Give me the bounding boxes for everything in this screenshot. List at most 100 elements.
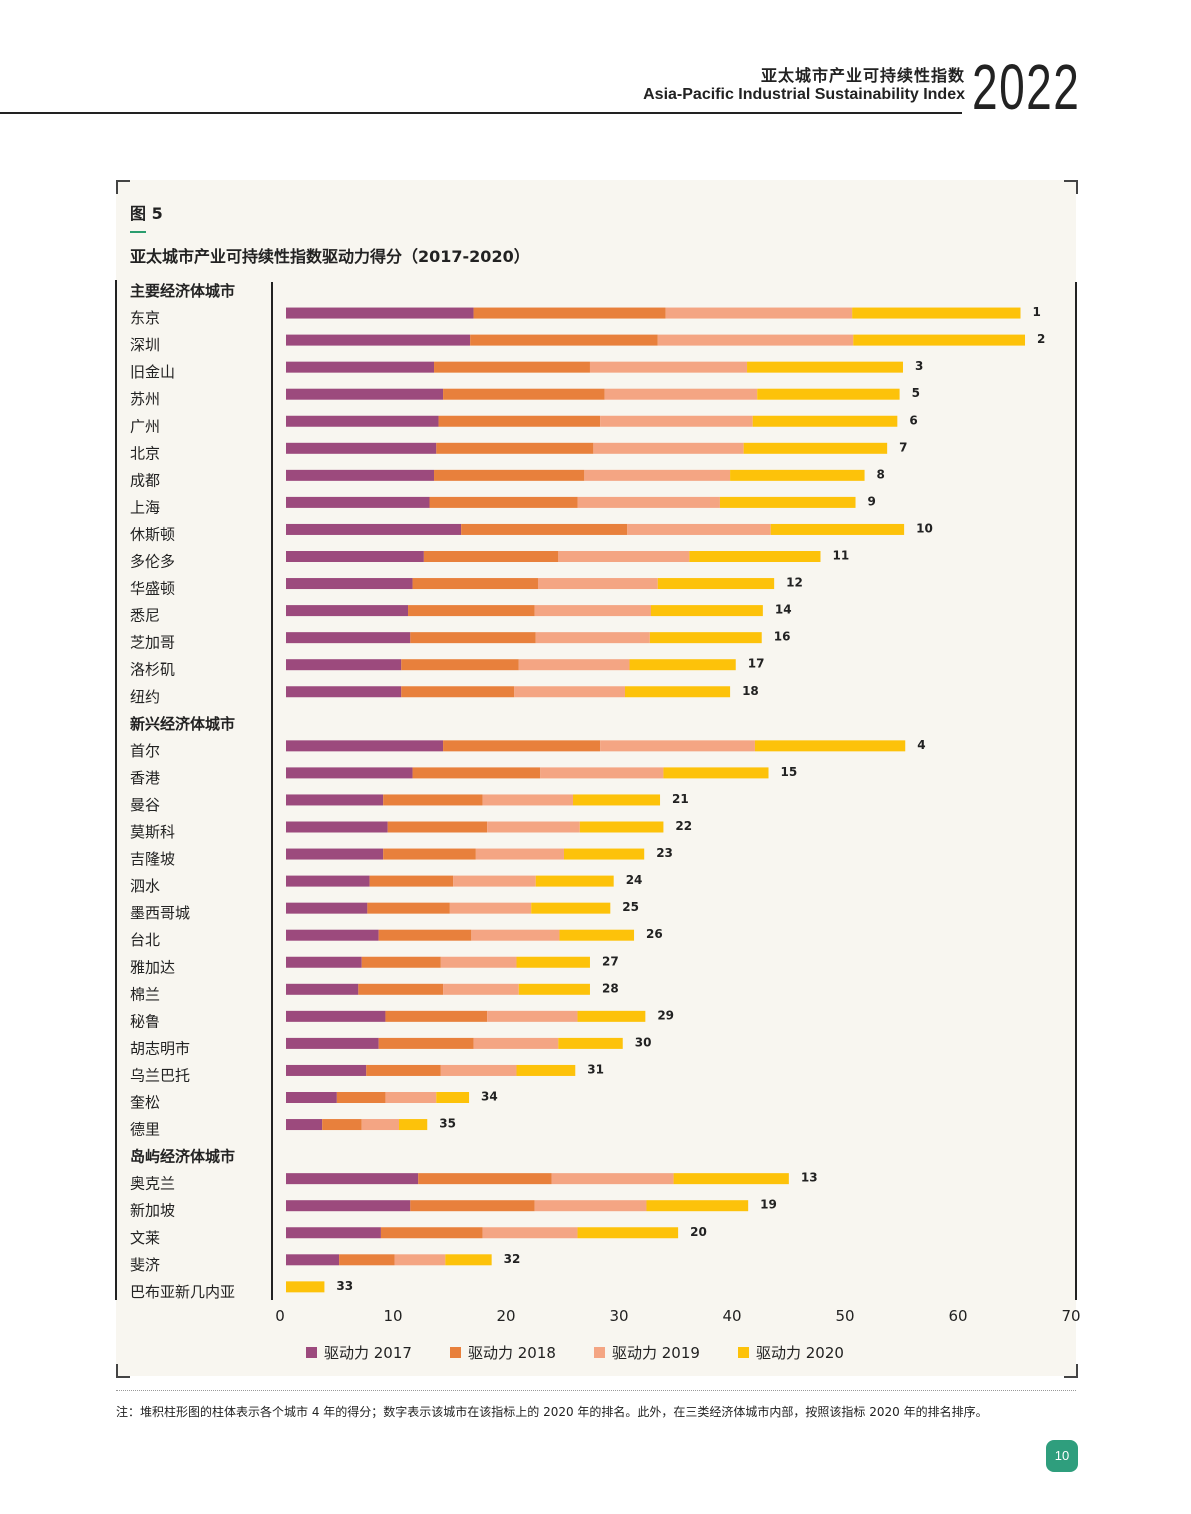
bar-segment-2018 (408, 605, 535, 617)
bar-segment-2020 (646, 1200, 749, 1212)
bar-segment-2019 (600, 415, 753, 427)
corner-bottom-right (1064, 1364, 1078, 1378)
header-year: 2022 (972, 51, 1081, 123)
rank-label: 6 (909, 413, 917, 427)
header-title-en: Asia-Pacific Industrial Sustainability I… (643, 86, 965, 103)
city-label: 多伦多 (130, 553, 175, 571)
city-label: 曼谷 (130, 796, 160, 814)
bar-segment-2017 (286, 415, 439, 427)
bar-segment-2019 (443, 983, 519, 995)
bar-segment-2017 (286, 1173, 419, 1185)
rank-label: 23 (656, 846, 673, 860)
group-label-0: 主要经济体城市 (130, 282, 235, 300)
x-tick-label: 70 (1061, 1307, 1080, 1325)
bar-segment-2020 (853, 334, 1026, 346)
bar-segment-2018 (401, 686, 515, 698)
bar-segment-2019 (537, 578, 658, 590)
corner-bottom-left (116, 1364, 130, 1378)
bar-segment-2020 (518, 983, 590, 995)
rank-label: 24 (626, 873, 643, 887)
city-label: 莫斯科 (130, 823, 175, 841)
bar-segment-2018 (339, 1254, 395, 1266)
bar-segment-2019 (482, 794, 574, 806)
bar-segment-2019 (600, 740, 755, 752)
header-title-zh: 亚太城市产业可持续性指数 (760, 66, 965, 85)
rank-label: 8 (877, 467, 885, 481)
bar-segment-2020 (754, 740, 906, 752)
bar-segment-2020 (657, 578, 775, 590)
legend-label-2018: 驱动力 2018 (468, 1344, 556, 1362)
bar-segment-2018 (361, 956, 441, 968)
group-label-2: 岛屿经济体城市 (130, 1148, 235, 1166)
bar-segment-2018 (461, 523, 628, 535)
city-label: 斐济 (130, 1256, 160, 1274)
bar-segment-2018 (410, 1200, 535, 1212)
bar-segment-2017 (286, 1064, 367, 1076)
corner-top-right (1064, 180, 1078, 194)
bar-segment-2017 (286, 767, 413, 779)
bar-segment-2020 (649, 632, 762, 644)
bar-segment-2019 (584, 469, 731, 481)
city-label: 深圳 (130, 336, 160, 354)
bar-segment-2019 (449, 902, 532, 914)
page-number: 10 (1046, 1440, 1078, 1472)
rank-label: 21 (672, 792, 689, 806)
city-label: 旧金山 (130, 363, 175, 381)
rank-label: 12 (786, 576, 803, 590)
rank-label: 13 (801, 1171, 818, 1185)
bar-segment-2018 (423, 551, 559, 562)
bar-segment-2020 (743, 442, 888, 454)
city-label: 洛杉矶 (130, 661, 175, 679)
bar-segment-2019 (593, 442, 744, 454)
bar-segment-2018 (367, 902, 450, 914)
rank-label: 3 (915, 359, 923, 373)
note-divider (116, 1390, 1076, 1391)
bar-segment-2017 (286, 469, 435, 481)
bar-segment-2019 (534, 605, 651, 617)
rank-label: 30 (635, 1035, 652, 1049)
rank-label: 16 (774, 630, 791, 644)
rank-label: 25 (622, 900, 639, 914)
bar-segment-2019 (471, 929, 560, 941)
rank-label: 31 (587, 1062, 604, 1076)
bar-segment-2020 (663, 767, 769, 779)
bar-segment-2018 (366, 1064, 441, 1076)
bar-segment-2018 (438, 415, 601, 427)
bar-segment-2020 (629, 659, 736, 671)
bar-segment-2017 (286, 821, 388, 833)
bar-segment-2017 (286, 1119, 323, 1131)
city-label: 泗水 (130, 877, 160, 895)
bar-segment-2017 (286, 523, 462, 535)
bar-segment-2018 (387, 821, 488, 833)
bar-segment-2018 (412, 578, 538, 590)
bar-segment-2019 (551, 1173, 674, 1185)
city-label: 胡志明市 (130, 1039, 190, 1057)
bar-segment-2019 (558, 551, 690, 562)
bar-segment-2018 (383, 794, 483, 806)
rank-label: 2 (1037, 332, 1045, 346)
bar-segment-2020 (286, 1281, 325, 1293)
rank-label: 1 (1033, 305, 1041, 319)
bar-segment-2017 (286, 794, 384, 806)
city-label: 台北 (130, 931, 160, 949)
city-label: 雅加达 (130, 958, 175, 976)
bar-segment-2020 (573, 794, 661, 806)
figure-accent-rule (130, 231, 146, 233)
city-label: 北京 (130, 444, 160, 462)
bar-segment-2017 (286, 1227, 381, 1239)
bar-segment-2018 (434, 361, 590, 373)
legend-label-2020: 驱动力 2020 (756, 1344, 844, 1362)
figure-title: 亚太城市产业可持续性指数驱动力得分（2017-2020） (130, 247, 530, 266)
city-label: 上海 (130, 498, 160, 516)
bar-segment-2019 (440, 956, 517, 968)
bar-segment-2019 (665, 307, 853, 319)
city-label: 广州 (130, 417, 160, 435)
bar-segment-2020 (747, 361, 903, 373)
bar-segment-2017 (286, 605, 409, 617)
bar-segment-2020 (757, 388, 900, 400)
bar-segment-2017 (286, 551, 424, 562)
bar-segment-2018 (429, 496, 578, 508)
bar-segment-2018 (380, 1227, 483, 1239)
bar-segment-2020 (577, 1010, 646, 1022)
